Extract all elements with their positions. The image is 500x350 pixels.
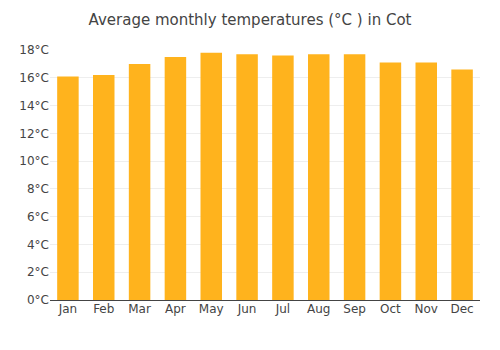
svg-text:Nov: Nov — [415, 302, 438, 316]
svg-text:Apr: Apr — [165, 302, 186, 316]
svg-text:Aug: Aug — [307, 302, 330, 316]
svg-text:Sep: Sep — [343, 302, 366, 316]
svg-text:Jan: Jan — [58, 302, 78, 316]
svg-text:12°C: 12°C — [19, 127, 49, 141]
svg-text:18°C: 18°C — [19, 43, 49, 57]
svg-text:8°C: 8°C — [27, 182, 49, 196]
svg-text:May: May — [199, 302, 224, 316]
svg-text:6°C: 6°C — [27, 210, 49, 224]
svg-text:Average monthly temperatures (: Average monthly temperatures (°C ) in Co… — [89, 11, 412, 29]
svg-text:Feb: Feb — [93, 302, 114, 316]
svg-text:Mar: Mar — [128, 302, 151, 316]
svg-text:4°C: 4°C — [27, 238, 49, 252]
svg-text:Oct: Oct — [380, 302, 401, 316]
svg-text:Jul: Jul — [275, 302, 290, 316]
svg-text:16°C: 16°C — [19, 71, 49, 85]
svg-text:0°C: 0°C — [27, 293, 49, 307]
svg-text:2°C: 2°C — [27, 265, 49, 279]
svg-text:10°C: 10°C — [19, 154, 49, 168]
svg-text:Dec: Dec — [450, 302, 473, 316]
svg-text:Jun: Jun — [237, 302, 257, 316]
svg-text:14°C: 14°C — [19, 99, 49, 113]
